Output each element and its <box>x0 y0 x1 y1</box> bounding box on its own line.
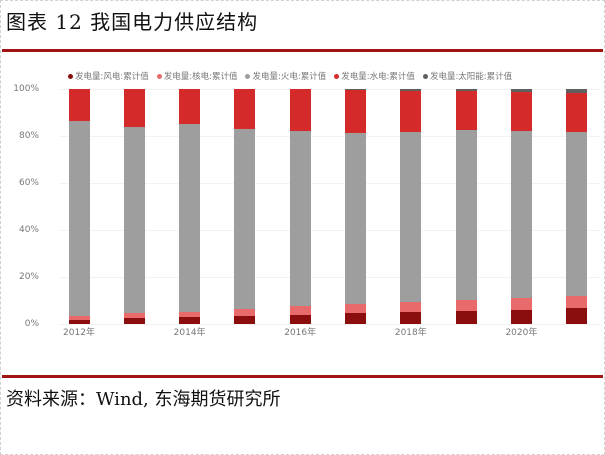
legend-item: 发电量:太阳能:累计值 <box>422 70 513 82</box>
chart-legend: 发电量:风电:累计值 发电量:核电:累计值 发电量:火电:累计值 发电量:水电:累计值… <box>68 70 512 82</box>
bar-segment <box>400 90 422 132</box>
bar-segment <box>455 91 477 130</box>
legend-marker-icon <box>68 73 73 79</box>
bar-2018年 <box>400 89 422 324</box>
bar-segment <box>400 301 422 312</box>
gridline <box>60 136 600 137</box>
bar-segment <box>566 307 588 324</box>
bar-segment <box>510 130 532 299</box>
bar-segment <box>510 309 532 324</box>
bar-2021年 <box>566 89 588 324</box>
y-axis-tick-label: 60% <box>18 178 39 188</box>
gridline <box>60 277 600 278</box>
bar-segment <box>455 299 477 312</box>
bar-2019年 <box>455 89 477 324</box>
bar-segment <box>68 320 90 324</box>
legend-label: 发电量:水电:累计值 <box>341 72 415 82</box>
legend-marker-icon <box>245 73 251 79</box>
x-axis-tick-label: 2014年 <box>173 328 206 338</box>
legend-item: 发电量:风电:累计值 <box>68 70 149 82</box>
bar-2014年 <box>179 89 201 324</box>
bar-2016年 <box>289 89 311 324</box>
bar-segment <box>345 132 366 305</box>
bar-segment <box>566 93 588 132</box>
source-divider <box>2 375 603 378</box>
bar-segment <box>566 89 588 94</box>
bar-segment <box>455 129 477 300</box>
source-note: 资料来源：Wind, 东海期货研究所 <box>6 389 281 410</box>
bar-segment <box>123 126 145 314</box>
bar-segment <box>234 89 256 130</box>
x-axis-tick-label: 2012年 <box>63 328 95 338</box>
bar-segment <box>179 89 201 125</box>
stacked-bar-chart: 发电量:风电:累计值 发电量:核电:累计值 发电量:火电:累计值 发电量:水电:累计值… <box>0 55 605 373</box>
bar-segment <box>345 304 366 313</box>
legend-item: 发电量:火电:累计值 <box>245 70 326 82</box>
bar-2013年 <box>123 89 145 324</box>
gridline <box>60 324 600 325</box>
bar-2020年 <box>510 89 532 324</box>
legend-label: 发电量:核电:累计值 <box>163 72 238 82</box>
bar-segment <box>123 318 145 324</box>
bar-segment <box>234 309 256 317</box>
bar-segment <box>234 316 256 324</box>
bar-segment <box>68 315 90 321</box>
figure-title: 图表 12 我国电力供应结构 <box>6 10 259 34</box>
bar-segment <box>345 89 366 133</box>
bar-2015年 <box>234 89 256 324</box>
bar-segment <box>345 312 366 324</box>
bar-segment <box>68 120 90 316</box>
gridline <box>60 89 600 90</box>
bar-segment <box>566 131 588 297</box>
bar-segment <box>566 296 588 308</box>
y-axis-tick-label: 0% <box>24 319 39 329</box>
title-divider <box>2 49 603 52</box>
bar-segment <box>179 317 201 324</box>
x-axis-tick-label: 2020年 <box>505 328 538 338</box>
bar-segment <box>123 313 145 319</box>
bar-segment <box>400 131 422 302</box>
y-axis-tick-label: 100% <box>13 84 39 94</box>
bar-segment <box>179 312 201 318</box>
bar-segment <box>123 89 145 127</box>
bar-2017年 <box>345 89 366 324</box>
gridline <box>60 183 600 184</box>
bar-segment <box>289 314 311 324</box>
bar-segment <box>400 89 422 91</box>
bar-segment <box>234 129 256 310</box>
x-axis-tick-label: 2018年 <box>394 328 427 338</box>
bar-segment <box>289 306 311 315</box>
bar-segment <box>289 130 311 307</box>
gridline <box>60 230 600 231</box>
bar-2012年 <box>68 89 90 324</box>
bar-segment <box>455 89 477 92</box>
legend-marker-icon <box>334 73 340 79</box>
x-axis-tick-label: 2016年 <box>284 328 317 338</box>
legend-label: 发电量:火电:累计值 <box>252 72 327 82</box>
bar-segment <box>510 89 532 93</box>
legend-item: 发电量:水电:累计值 <box>334 70 415 82</box>
bar-segment <box>400 311 422 324</box>
bar-segment <box>345 89 366 90</box>
bar-segment <box>455 311 477 324</box>
legend-item: 发电量:核电:累计值 <box>156 70 238 82</box>
legend-label: 发电量:太阳能:累计值 <box>429 72 513 82</box>
legend-label: 发电量:风电:累计值 <box>75 72 149 82</box>
y-axis-tick-label: 20% <box>18 272 39 282</box>
bar-segment <box>179 124 201 313</box>
bar-segment <box>68 89 90 121</box>
y-axis-tick-label: 80% <box>18 131 39 141</box>
bar-segment <box>289 89 311 131</box>
legend-marker-icon <box>156 73 162 79</box>
legend-marker-icon <box>422 73 428 79</box>
bar-segment <box>510 298 532 310</box>
y-axis-tick-label: 40% <box>18 225 39 235</box>
bar-segment <box>510 92 532 131</box>
